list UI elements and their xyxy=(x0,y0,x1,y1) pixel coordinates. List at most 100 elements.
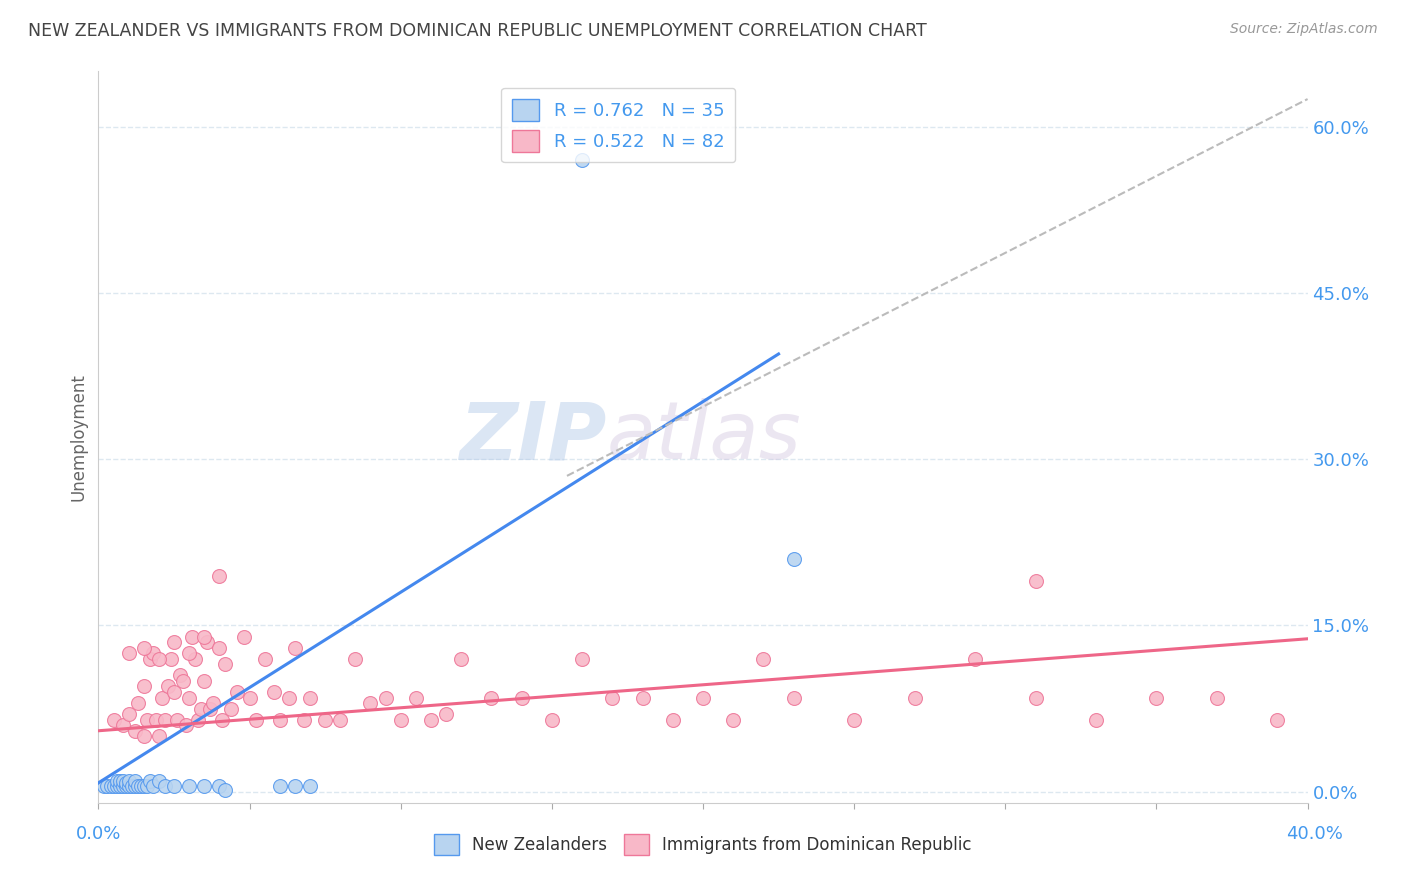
Point xyxy=(420,713,443,727)
Point xyxy=(111,773,134,788)
Point xyxy=(187,713,209,727)
Point xyxy=(153,779,176,793)
Point xyxy=(135,779,157,793)
Point xyxy=(214,782,236,797)
Point xyxy=(602,690,624,705)
Point xyxy=(193,779,215,793)
Point xyxy=(844,713,866,727)
Point xyxy=(169,668,191,682)
Point xyxy=(752,651,775,665)
Point xyxy=(208,779,231,793)
Point xyxy=(221,701,243,715)
Point xyxy=(481,690,503,705)
Point xyxy=(118,779,141,793)
Point xyxy=(245,713,267,727)
Point xyxy=(129,779,152,793)
Point xyxy=(329,713,352,727)
Point xyxy=(118,707,141,722)
Point xyxy=(100,779,122,793)
Legend: New Zealanders, Immigrants from Dominican Republic: New Zealanders, Immigrants from Dominica… xyxy=(427,828,979,862)
Point xyxy=(783,552,806,566)
Y-axis label: Unemployment: Unemployment xyxy=(69,373,87,501)
Point xyxy=(132,729,155,743)
Point xyxy=(132,680,155,694)
Point xyxy=(111,779,134,793)
Point xyxy=(374,690,396,705)
Point xyxy=(105,773,128,788)
Point xyxy=(163,685,186,699)
Point xyxy=(292,713,315,727)
Point xyxy=(132,640,155,655)
Text: 40.0%: 40.0% xyxy=(1286,825,1343,843)
Point xyxy=(299,690,322,705)
Point xyxy=(190,701,212,715)
Point xyxy=(344,651,367,665)
Text: Source: ZipAtlas.com: Source: ZipAtlas.com xyxy=(1230,22,1378,37)
Point xyxy=(179,779,201,793)
Point xyxy=(299,779,322,793)
Point xyxy=(127,696,149,710)
Point xyxy=(172,673,194,688)
Point xyxy=(179,690,201,705)
Point xyxy=(103,713,125,727)
Point xyxy=(166,713,188,727)
Point xyxy=(114,779,136,793)
Point xyxy=(142,646,165,660)
Point xyxy=(163,635,186,649)
Point xyxy=(450,651,472,665)
Text: ZIP: ZIP xyxy=(458,398,606,476)
Point xyxy=(571,651,593,665)
Text: atlas: atlas xyxy=(606,398,801,476)
Point xyxy=(124,779,146,793)
Point xyxy=(692,690,714,705)
Point xyxy=(148,773,170,788)
Point xyxy=(108,779,131,793)
Text: NEW ZEALANDER VS IMMIGRANTS FROM DOMINICAN REPUBLIC UNEMPLOYMENT CORRELATION CHA: NEW ZEALANDER VS IMMIGRANTS FROM DOMINIC… xyxy=(28,22,927,40)
Point xyxy=(193,630,215,644)
Point xyxy=(202,696,225,710)
Point xyxy=(156,680,179,694)
Point xyxy=(127,779,149,793)
Point xyxy=(179,646,201,660)
Point xyxy=(284,779,307,793)
Point xyxy=(124,723,146,738)
Point xyxy=(193,673,215,688)
Point xyxy=(284,640,307,655)
Point xyxy=(160,651,183,665)
Point xyxy=(96,779,118,793)
Point xyxy=(904,690,927,705)
Text: 0.0%: 0.0% xyxy=(76,825,121,843)
Point xyxy=(314,713,336,727)
Point xyxy=(114,776,136,790)
Point xyxy=(139,773,162,788)
Point xyxy=(1024,574,1046,589)
Point xyxy=(211,713,233,727)
Point xyxy=(434,707,457,722)
Point xyxy=(360,696,382,710)
Point xyxy=(540,713,562,727)
Point xyxy=(1206,690,1229,705)
Point xyxy=(263,685,285,699)
Point xyxy=(184,651,207,665)
Point xyxy=(208,640,231,655)
Point xyxy=(965,651,987,665)
Point xyxy=(142,779,165,793)
Point xyxy=(105,779,128,793)
Point xyxy=(389,713,412,727)
Point xyxy=(253,651,276,665)
Point xyxy=(208,568,231,582)
Point xyxy=(631,690,654,705)
Point xyxy=(510,690,533,705)
Point xyxy=(662,713,685,727)
Point xyxy=(153,713,176,727)
Point xyxy=(148,729,170,743)
Point xyxy=(103,779,125,793)
Point xyxy=(135,713,157,727)
Point xyxy=(1085,713,1108,727)
Point xyxy=(1024,690,1046,705)
Point xyxy=(723,713,745,727)
Point xyxy=(405,690,427,705)
Point xyxy=(121,779,143,793)
Point xyxy=(139,651,162,665)
Point xyxy=(783,690,806,705)
